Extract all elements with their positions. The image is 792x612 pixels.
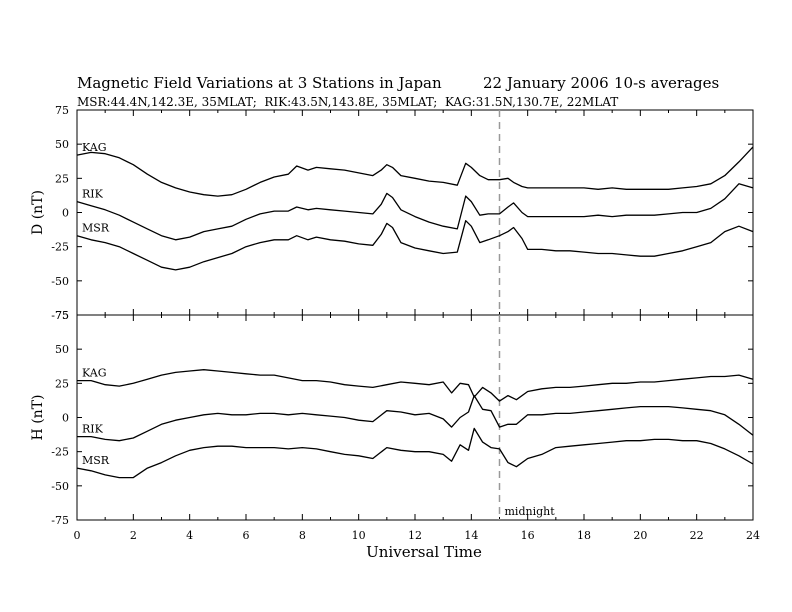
series-line-kag (76, 146, 754, 197)
series-line-kag (77, 369, 754, 402)
series-line-msr (76, 427, 754, 479)
y-tick-label: -50 (51, 480, 69, 493)
panel-1: 75 50 25 0 -25 -50 -75 D (nT) KAG RIK MSR (30, 104, 754, 322)
y-tick-label: 0 (62, 412, 69, 425)
panel-2: 75 50 25 0 -25 -50 -75 H (nT) KAG RIK MSR (30, 309, 754, 527)
panel-frame (76, 314, 754, 521)
series-line-rik (76, 183, 754, 241)
x-tick-label: 8 (299, 529, 306, 542)
x-tick-label: 22 (690, 529, 704, 542)
y-tick-label: -25 (51, 241, 69, 254)
x-tick-label: 12 (408, 529, 422, 542)
x-tick-label: 18 (577, 529, 591, 542)
x-tick-label: 20 (633, 529, 647, 542)
y-tick-label: -75 (51, 514, 69, 527)
x-tick-label: 6 (243, 529, 250, 542)
series-label-rik: RIK (82, 188, 104, 201)
series-label-msr: MSR (82, 222, 110, 235)
chart-title: Magnetic Field Variations at 3 Stations … (77, 74, 442, 92)
averaging-note: 10-s averages (614, 74, 719, 92)
x-tick-label: 2 (130, 529, 137, 542)
series-label-rik: RIK (82, 423, 104, 436)
series-line-msr (76, 220, 754, 271)
series-label-kag: KAG (82, 367, 107, 380)
series-line-rik (77, 394, 754, 442)
series-label-kag: KAG (82, 141, 107, 154)
chart-date: 22 January 2006 (483, 74, 609, 92)
y-tick-label: 25 (55, 172, 69, 185)
y-tick-label: 50 (55, 343, 69, 356)
x-tick-label: 16 (521, 529, 535, 542)
x-tick-label: 10 (352, 529, 366, 542)
y-tick-label: 25 (55, 377, 69, 390)
y-tick-label: 75 (55, 104, 69, 117)
y-axis-label: D (nT) (30, 190, 46, 235)
stations-info: MSR:44.4N,142.3E, 35MLAT; RIK:43.5N,143.… (77, 95, 618, 109)
y-tick-label: 0 (62, 207, 69, 220)
y-tick-label: 75 (55, 309, 69, 322)
x-tick-label: 14 (464, 529, 478, 542)
panel-frame (76, 109, 754, 316)
midnight-label: midnight (505, 505, 556, 518)
x-axis-label: Universal Time (366, 543, 482, 561)
x-tick-label: 0 (74, 529, 81, 542)
x-tick-label: 4 (186, 529, 193, 542)
y-axis-label: H (nT) (30, 395, 46, 441)
y-tick-label: -75 (51, 309, 69, 322)
plot-area: 75 50 25 0 -25 -50 -75 D (nT) KAG RIK MSR 75 50 25 0 -2… (30, 104, 760, 542)
x-tick-label: 24 (746, 529, 760, 542)
y-tick-label: -25 (51, 446, 69, 459)
y-tick-label: 50 (55, 138, 69, 151)
y-tick-label: -50 (51, 275, 69, 288)
series-label-msr: MSR (82, 454, 110, 467)
